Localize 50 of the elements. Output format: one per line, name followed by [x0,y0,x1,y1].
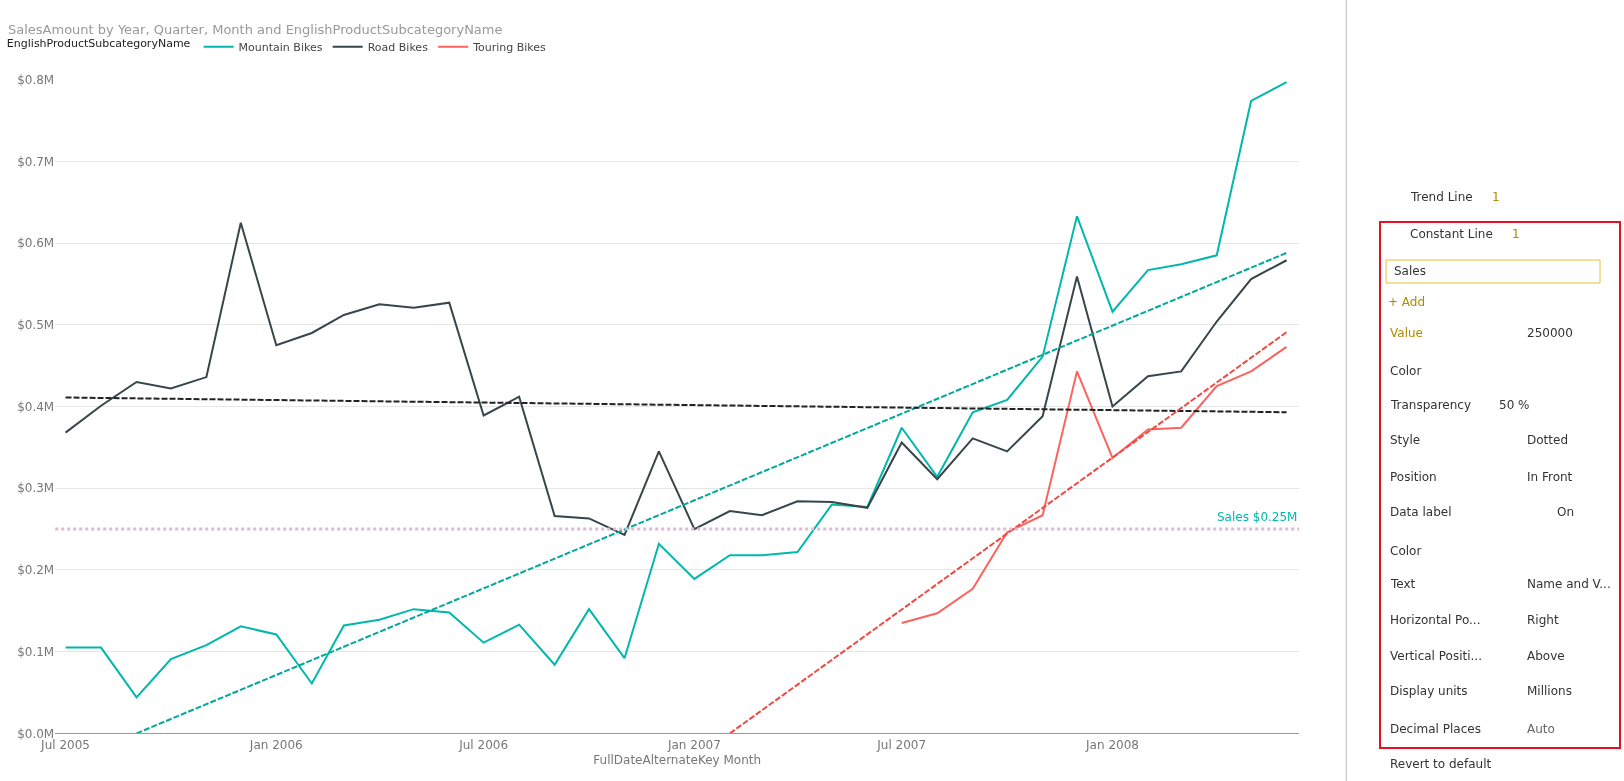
text: Text [1390,577,1416,591]
y-tick-label: $0.1M [17,644,55,659]
y-tick-label: $0.2M [17,563,55,578]
text: 250000 [1527,326,1573,340]
y-tick-label: $0.3M [17,481,55,496]
legend-title: EnglishProductSubcategoryName [6,36,191,50]
text: Style [1390,433,1421,447]
text: In Front [1527,470,1573,484]
text: Color [1390,364,1422,378]
text: Name and V... [1527,577,1611,591]
y-tick-label: $0.7M [17,154,55,169]
text: Right [1527,613,1559,627]
text: Constant Line [1410,227,1493,241]
x-tick-label: Jul 2006 [458,737,509,752]
text: Data label [1390,505,1452,519]
text: Display units [1390,684,1468,698]
ref-line-label: Sales $0.25M [1217,510,1298,524]
text: Value [1390,326,1423,340]
legend-label: Mountain Bikes [238,41,323,55]
y-tick-label: $0.8M [17,72,55,87]
y-tick-label: $0.5M [17,318,55,332]
legend-label: Road Bikes [367,41,429,55]
text: Dotted [1527,433,1568,447]
x-tick-label: Jul 2007 [876,737,927,752]
text: Above [1527,649,1565,663]
text: 1 [1492,190,1500,204]
text: Color [1390,544,1422,558]
x-tick-label: Jan 2008 [1085,737,1139,752]
text: Decimal Places [1390,722,1481,736]
text: Revert to default [1390,757,1492,771]
x-tick-label: Jan 2007 [666,737,721,752]
text: On [1557,505,1575,519]
y-tick-label: $0.4M [17,399,55,414]
text: Vertical Positi... [1390,649,1482,663]
text: Transparency [1390,398,1472,412]
chart-title: SalesAmount by Year, Quarter, Month and EnglishProductSubcategoryName [8,22,503,37]
legend-label: Touring Bikes [472,41,547,55]
text: 1 [1512,227,1520,241]
x-tick-label: Jul 2005 [40,737,90,752]
y-tick-label: $0.6M [17,236,55,251]
text: 50 % [1499,398,1530,412]
x-tick-label: Jan 2006 [248,737,303,752]
text: Auto [1527,722,1555,736]
text: Position [1390,470,1437,484]
text: Trend Line [1410,190,1473,204]
x-axis-title: FullDateAlternateKey Month [593,752,762,767]
text: + Add [1388,295,1426,309]
text: Sales [1394,264,1426,278]
text: Millions [1527,684,1572,698]
text: Horizontal Po... [1390,613,1481,627]
